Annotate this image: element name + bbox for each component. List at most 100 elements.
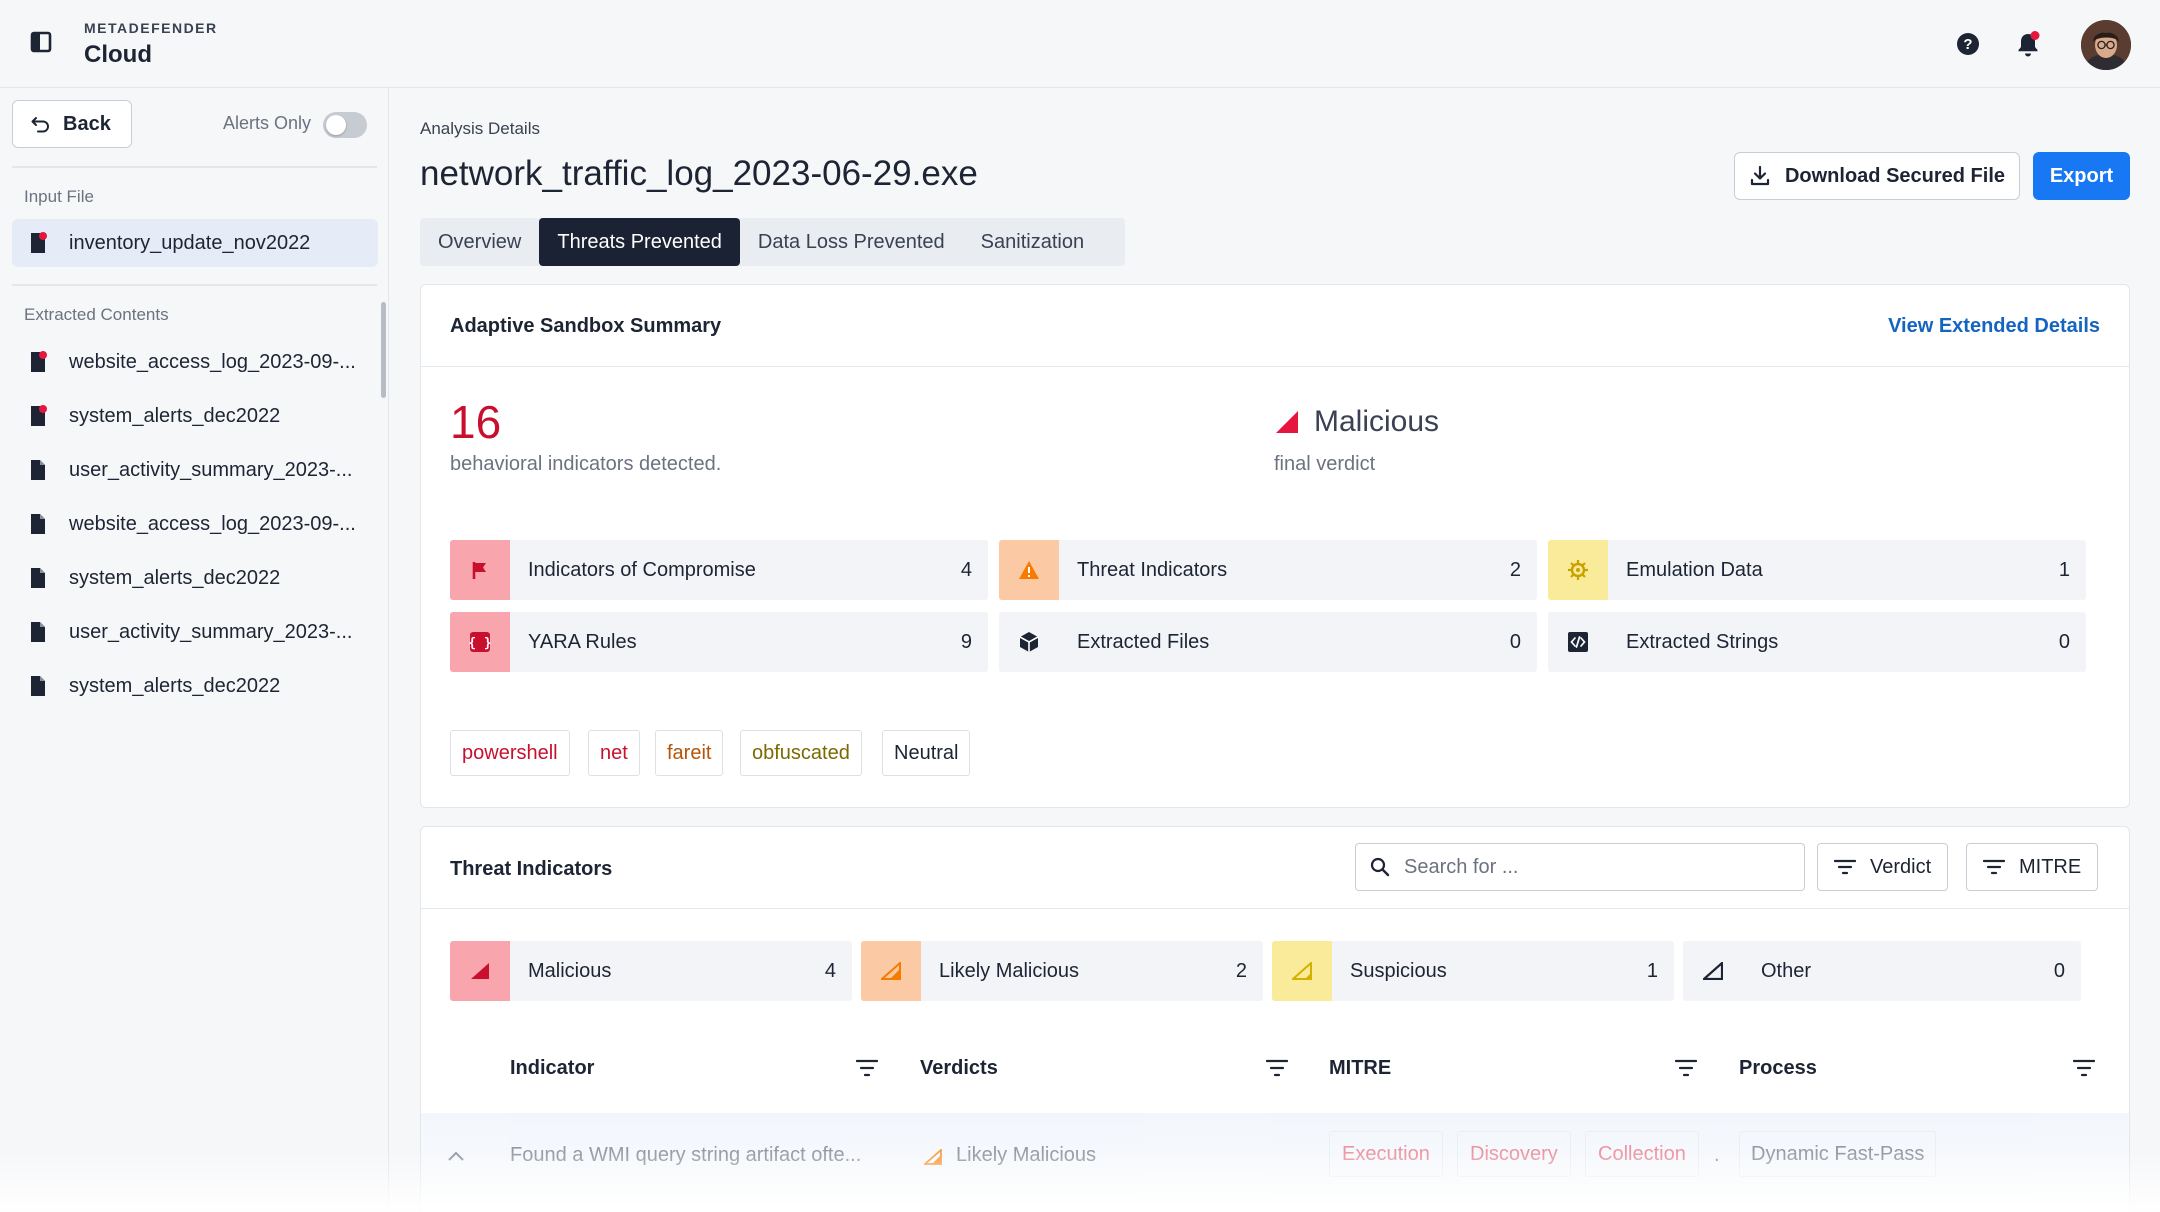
extracted-file-item[interactable]: system_alerts_dec2022 bbox=[12, 554, 378, 602]
table-row[interactable]: Found a WMI query string artifact ofte..… bbox=[421, 1113, 2129, 1203]
extracted-file-item[interactable]: website_access_log_2023-09-... bbox=[12, 338, 378, 386]
stat-emulation-data[interactable]: Emulation Data 1 bbox=[1548, 540, 2086, 600]
user-avatar-image bbox=[2081, 20, 2131, 70]
final-verdict: Malicious bbox=[1274, 405, 1439, 439]
file-alert-icon bbox=[31, 232, 47, 253]
indicator-count: 16 bbox=[450, 396, 502, 448]
column-header-verdicts[interactable]: Verdicts bbox=[920, 1057, 998, 1079]
sidebar-scrollbar[interactable] bbox=[381, 302, 386, 398]
avatar[interactable] bbox=[2081, 20, 2131, 70]
extracted-file-item[interactable]: website_access_log_2023-09-... bbox=[12, 500, 378, 548]
mitre-filter-button[interactable]: MITRE bbox=[1966, 843, 2099, 891]
file-alert-icon bbox=[31, 405, 47, 426]
tab-threats-prevented[interactable]: Threats Prevented bbox=[539, 218, 740, 266]
card-header: Adaptive Sandbox Summary View Extended D… bbox=[421, 285, 2129, 367]
tag-neutral[interactable]: Neutral bbox=[882, 730, 971, 776]
stat-count: 0 bbox=[1509, 630, 1521, 653]
column-header-mitre[interactable]: MITRE bbox=[1329, 1057, 1392, 1079]
mitre-chip[interactable]: Discovery bbox=[1457, 1131, 1571, 1177]
file-icon bbox=[31, 676, 45, 696]
view-extended-details-link[interactable]: View Extended Details bbox=[1888, 315, 2100, 337]
back-button[interactable]: Back bbox=[12, 100, 132, 148]
tag-powershell[interactable]: powershell bbox=[450, 730, 570, 776]
chevron-up-icon[interactable] bbox=[448, 1151, 464, 1161]
mitre-chip[interactable]: Execution bbox=[1329, 1131, 1443, 1177]
stat-count: 1 bbox=[2058, 558, 2070, 581]
stat-label: Indicators of Compromise bbox=[528, 558, 756, 581]
card-title: Threat Indicators bbox=[450, 858, 613, 880]
stat-count: 9 bbox=[960, 630, 972, 653]
search-icon bbox=[1370, 857, 1390, 877]
threat-indicators-card: Threat Indicators Verdict MITRE Maliciou… bbox=[420, 826, 2130, 1212]
input-file-item[interactable]: inventory_update_nov2022 bbox=[12, 219, 378, 267]
filter-icon bbox=[1834, 859, 1856, 875]
sidebar-toggle-icon[interactable] bbox=[30, 31, 52, 53]
stat-threat-indicators[interactable]: Threat Indicators 2 bbox=[999, 540, 1537, 600]
stat-label: Extracted Files bbox=[1077, 630, 1210, 653]
column-header-process[interactable]: Process bbox=[1739, 1057, 1817, 1079]
top-bar: METADEFENDER Cloud ? bbox=[0, 0, 2160, 88]
tab-sanitization[interactable]: Sanitization bbox=[980, 230, 1085, 253]
mitre-chip[interactable]: Collection bbox=[1585, 1131, 1699, 1177]
search-field[interactable] bbox=[1355, 843, 1805, 891]
extracted-contents-label: Extracted Contents bbox=[24, 305, 169, 324]
alerts-only-label: Alerts Only bbox=[223, 113, 312, 133]
malicious-verdict-icon bbox=[1276, 411, 1298, 433]
extracted-file-name: system_alerts_dec2022 bbox=[69, 404, 281, 427]
likely-malicious-icon bbox=[861, 941, 921, 1001]
process-chip[interactable]: Dynamic Fast-Pass bbox=[1739, 1131, 1937, 1177]
help-icon[interactable]: ? bbox=[1955, 31, 1981, 57]
extracted-file-item[interactable]: user_activity_summary_2023-... bbox=[12, 608, 378, 656]
column-filter-icon[interactable] bbox=[2073, 1059, 2095, 1077]
svg-text:?: ? bbox=[1963, 36, 1972, 53]
card-header: Threat Indicators Verdict MITRE bbox=[421, 827, 2129, 909]
download-icon bbox=[1750, 165, 1770, 186]
input-file-label: Input File bbox=[24, 187, 94, 206]
verdict-filter-button[interactable]: Verdict bbox=[1817, 843, 1949, 891]
download-label: Download Secured File bbox=[1784, 164, 2006, 187]
verdict-count-likely-malicious[interactable]: Likely Malicious 2 bbox=[861, 941, 1263, 1001]
stat-yara-rules[interactable]: { } YARA Rules 9 bbox=[450, 612, 988, 672]
cube-icon bbox=[999, 612, 1059, 672]
column-filter-icon[interactable] bbox=[1675, 1059, 1697, 1077]
sandbox-summary-card: Adaptive Sandbox Summary View Extended D… bbox=[420, 284, 2130, 808]
file-icon bbox=[31, 460, 45, 480]
verdict-count-other[interactable]: Other 0 bbox=[1683, 941, 2081, 1001]
alerts-only-toggle[interactable] bbox=[323, 112, 367, 138]
tag-obfuscated[interactable]: obfuscated bbox=[740, 730, 862, 776]
back-label: Back bbox=[63, 112, 111, 135]
brand-top: METADEFENDER bbox=[84, 20, 218, 36]
tag-net[interactable]: net bbox=[588, 730, 640, 776]
stat-extracted-files[interactable]: Extracted Files 0 bbox=[999, 612, 1537, 672]
verdict-count-malicious[interactable]: Malicious 4 bbox=[450, 941, 852, 1001]
stat-indicators-of-compromise[interactable]: Indicators of Compromise 4 bbox=[450, 540, 988, 600]
tab-data-loss-prevented[interactable]: Data Loss Prevented bbox=[757, 230, 945, 253]
extracted-file-name: system_alerts_dec2022 bbox=[69, 674, 281, 697]
stat-label: Extracted Strings bbox=[1626, 630, 1779, 653]
verdict-count: 2 bbox=[1235, 959, 1247, 982]
malicious-icon bbox=[450, 941, 510, 1001]
extracted-file-item[interactable]: system_alerts_dec2022 bbox=[12, 392, 378, 440]
filter-icon bbox=[1983, 859, 2005, 875]
tag-fareit[interactable]: fareit bbox=[655, 730, 724, 776]
export-button[interactable]: Export bbox=[2033, 152, 2130, 200]
column-filter-icon[interactable] bbox=[1266, 1059, 1288, 1077]
search-input[interactable] bbox=[1404, 855, 1784, 879]
column-filter-icon[interactable] bbox=[856, 1059, 878, 1077]
page-title: network_traffic_log_2023-06-29.exe bbox=[420, 154, 978, 193]
indicator-text: Found a WMI query string artifact ofte..… bbox=[510, 1144, 862, 1166]
extracted-file-item[interactable]: system_alerts_dec2022 bbox=[12, 662, 378, 710]
notification-bell-icon[interactable] bbox=[2015, 30, 2041, 58]
brand-main: Cloud bbox=[84, 41, 152, 68]
verdict-count: 1 bbox=[1646, 959, 1658, 982]
verdict-count-suspicious[interactable]: Suspicious 1 bbox=[1272, 941, 1674, 1001]
download-secured-file-button[interactable]: Download Secured File bbox=[1734, 152, 2020, 200]
extracted-file-name: website_access_log_2023-09-... bbox=[69, 350, 356, 373]
verdict-label: Other bbox=[1761, 959, 1812, 982]
extracted-file-item[interactable]: user_activity_summary_2023-... bbox=[12, 446, 378, 494]
column-header-indicator[interactable]: Indicator bbox=[510, 1057, 595, 1079]
tab-overview[interactable]: Overview bbox=[438, 230, 522, 253]
indicator-count-label: behavioral indicators detected. bbox=[450, 453, 722, 475]
stat-extracted-strings[interactable]: Extracted Strings 0 bbox=[1548, 612, 2086, 672]
code-icon bbox=[1548, 612, 1608, 672]
